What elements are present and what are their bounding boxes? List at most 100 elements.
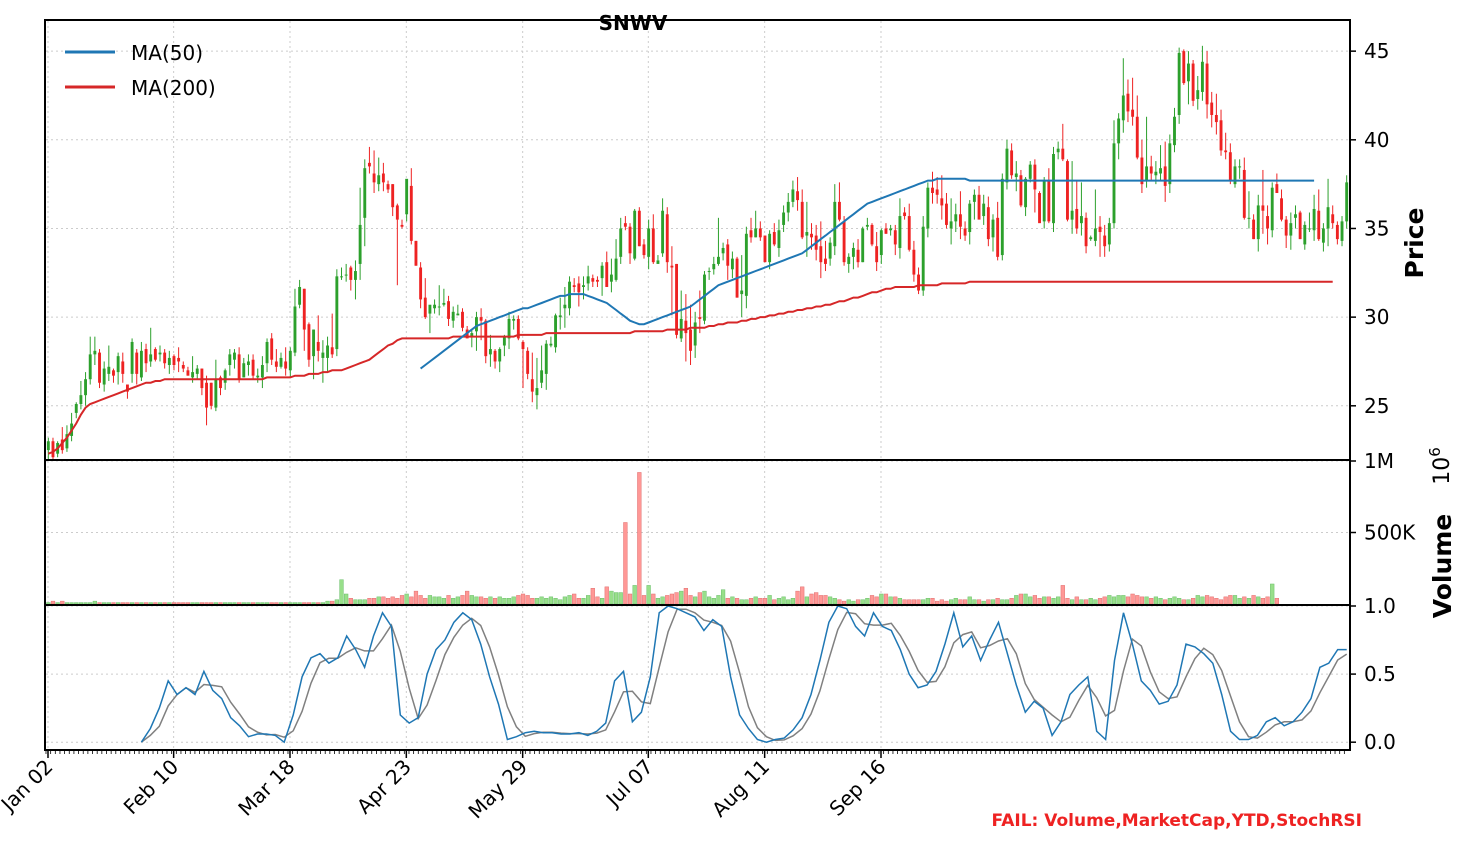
candle	[982, 194, 986, 225]
candle	[716, 217, 720, 266]
candle	[940, 175, 944, 220]
candle	[968, 200, 972, 245]
candle	[1093, 189, 1097, 247]
candle	[707, 267, 711, 280]
volume-bar	[64, 602, 70, 605]
candle	[1098, 216, 1102, 257]
candle	[98, 349, 101, 389]
candle	[1140, 139, 1144, 194]
volume-bar	[399, 595, 405, 605]
candle	[1312, 194, 1316, 241]
volume-bar	[753, 596, 758, 605]
candle	[144, 343, 148, 373]
volume-bar	[371, 598, 377, 605]
volume-bar	[1274, 598, 1279, 605]
candle	[903, 207, 907, 220]
candle	[1191, 60, 1195, 107]
volume-bar	[1028, 596, 1033, 605]
volume-bar	[423, 598, 428, 605]
candle	[1135, 95, 1139, 160]
candle	[312, 329, 316, 380]
candle	[791, 180, 795, 208]
candle	[149, 327, 153, 367]
candle	[288, 347, 292, 378]
volume-bar	[134, 602, 139, 605]
volume-bar	[981, 600, 986, 605]
volume-bar	[502, 598, 507, 605]
candle	[931, 171, 934, 204]
candle	[330, 313, 334, 358]
volume-bar	[1242, 596, 1247, 605]
volume-bar	[260, 602, 265, 605]
candle	[521, 340, 525, 389]
volume-bar	[106, 602, 111, 605]
candle	[782, 205, 786, 233]
candle	[805, 201, 809, 257]
candle	[1052, 146, 1055, 233]
volume-bar	[720, 589, 726, 605]
candle	[754, 210, 758, 238]
candle	[400, 219, 404, 229]
volume-bar	[921, 599, 926, 605]
volume-bar	[1135, 595, 1140, 605]
candle	[665, 207, 669, 273]
volume-bar	[390, 596, 395, 605]
candle	[1028, 161, 1032, 183]
volume-bar	[153, 602, 158, 605]
volume-bar	[832, 598, 837, 605]
candle	[879, 228, 883, 264]
candle	[851, 242, 855, 270]
candle	[1294, 205, 1297, 229]
volume-bar	[860, 599, 865, 605]
candle	[1335, 221, 1339, 245]
candle	[1079, 182, 1083, 236]
candle	[349, 265, 353, 291]
candle	[88, 336, 92, 385]
volume-bar	[599, 598, 605, 605]
volume-bar	[1065, 598, 1070, 605]
volume-bar	[209, 602, 214, 605]
candle	[670, 246, 674, 316]
volume-bar	[697, 592, 702, 605]
volume-bar	[632, 585, 637, 605]
volume-bar	[488, 596, 493, 605]
candle	[828, 237, 832, 266]
volume-bar	[972, 599, 977, 605]
volume-bar	[1190, 598, 1196, 605]
volume-bar	[893, 596, 898, 605]
volume-bar	[181, 602, 186, 605]
candle	[256, 368, 260, 383]
candle	[549, 336, 553, 348]
candle	[972, 189, 976, 220]
candle	[749, 217, 753, 243]
stochastic-d-line	[140, 608, 1348, 743]
volume-bar	[711, 598, 716, 605]
volume-bar	[967, 596, 972, 605]
volume-bar	[1237, 598, 1242, 605]
candle	[763, 235, 767, 263]
volume-bar	[679, 590, 684, 605]
volume-bar	[1046, 596, 1051, 605]
y-tick-label: 500K	[1364, 521, 1416, 545]
volume-bar	[907, 599, 912, 605]
legend-ma200-label: MA(200)	[131, 76, 216, 100]
price-grid	[46, 21, 1349, 459]
volume-bar	[320, 602, 325, 605]
candle	[1242, 157, 1246, 220]
volume-bar	[762, 598, 768, 605]
volume-bar	[311, 602, 316, 605]
candle	[865, 217, 869, 231]
volume-bar	[292, 602, 298, 605]
candle	[451, 306, 455, 328]
volume-bar	[562, 596, 567, 605]
volume-bar	[162, 602, 167, 605]
candle	[1219, 109, 1223, 156]
candle	[121, 352, 125, 383]
volume-bar	[1177, 598, 1182, 605]
volume-bar	[637, 472, 642, 605]
volume-bar	[465, 590, 470, 605]
candle	[84, 372, 87, 406]
candle	[1089, 235, 1093, 241]
candle	[772, 223, 776, 247]
candle	[377, 157, 381, 192]
